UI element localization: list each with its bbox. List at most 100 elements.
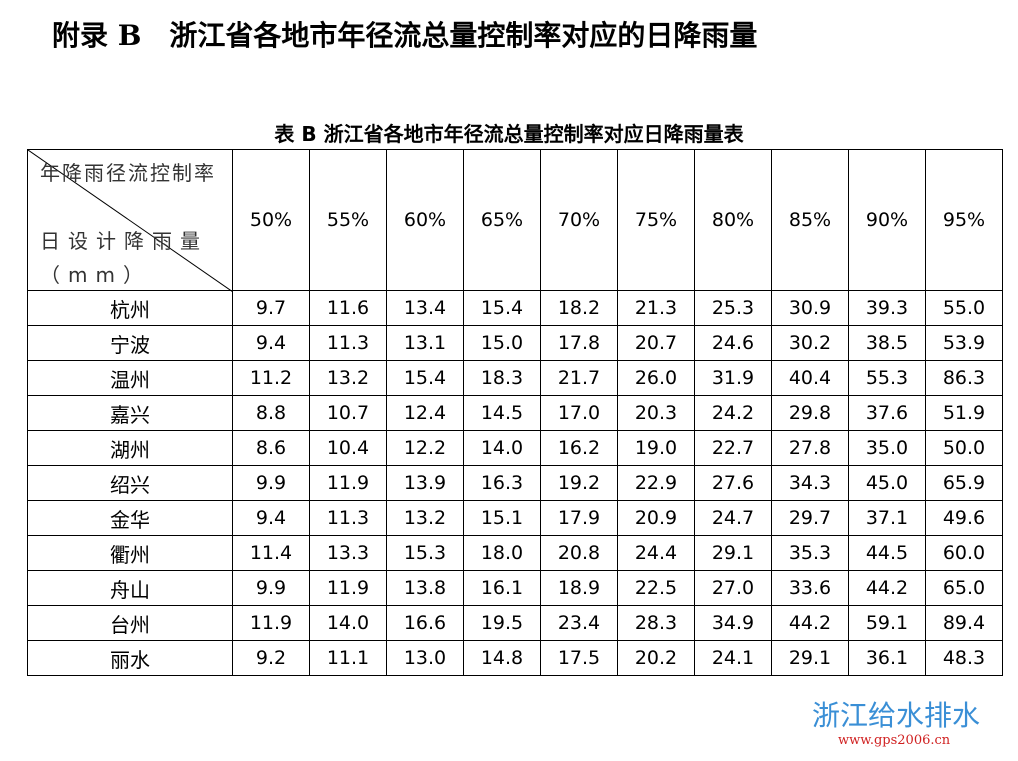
value-cell: 31.9 xyxy=(694,360,772,396)
value-cell: 24.1 xyxy=(694,640,772,676)
value-cell: 49.6 xyxy=(925,500,1003,536)
value-cell: 89.4 xyxy=(925,605,1003,641)
value-cell: 11.3 xyxy=(309,325,387,361)
value-cell: 39.3 xyxy=(848,290,926,326)
value-cell: 10.7 xyxy=(309,395,387,431)
value-cell: 16.6 xyxy=(386,605,464,641)
value-cell: 10.4 xyxy=(309,430,387,466)
table-row: 丽水 9.2 11.1 13.0 14.8 17.5 20.2 24.1 29.1 36.1 48.… xyxy=(27,640,1003,676)
diagonal xyxy=(28,150,233,292)
value-cell: 30.9 xyxy=(771,290,849,326)
value-cell: 12.2 xyxy=(386,430,464,466)
value-cell: 9.9 xyxy=(232,570,310,606)
value-cell: 14.0 xyxy=(463,430,541,466)
table-row: 宁波 9.4 11.3 13.1 15.0 17.8 20.7 24.6 30.2 38.5 53.… xyxy=(27,325,1003,361)
value-cell: 30.2 xyxy=(771,325,849,361)
table-row: 杭州 9.7 11.6 13.4 15.4 18.2 21.3 25.3 30.9 39.3 55.… xyxy=(27,290,1003,326)
page-title: 附录 B 浙江省各地市年径流总量控制率对应的日降雨量 xyxy=(52,19,758,52)
corner-cell: 年降雨径流控制率 日设计降雨量（mm） xyxy=(27,149,233,292)
value-cell: 50.0 xyxy=(925,430,1003,466)
value-cell: 20.2 xyxy=(617,640,695,676)
value-cell: 26.0 xyxy=(617,360,695,396)
value-cell: 27.6 xyxy=(694,465,772,501)
city-cell: 衢州 xyxy=(27,535,233,571)
value-cell: 13.0 xyxy=(386,640,464,676)
city-cell: 宁波 xyxy=(27,325,233,361)
city-cell: 台州 xyxy=(27,605,233,641)
value-cell: 24.4 xyxy=(617,535,695,571)
value-cell: 11.4 xyxy=(232,535,310,571)
value-cell: 13.8 xyxy=(386,570,464,606)
city-cell: 金华 xyxy=(27,500,233,536)
column-header: 85% xyxy=(771,149,849,291)
value-cell: 51.9 xyxy=(925,395,1003,431)
watermark-name: 浙江给水排水 xyxy=(812,699,981,732)
value-cell: 60.0 xyxy=(925,535,1003,571)
city-cell: 杭州 xyxy=(27,290,233,326)
value-cell: 21.3 xyxy=(617,290,695,326)
value-cell: 11.6 xyxy=(309,290,387,326)
value-cell: 65.9 xyxy=(925,465,1003,501)
value-cell: 44.5 xyxy=(848,535,926,571)
value-cell: 13.1 xyxy=(386,325,464,361)
value-cell: 17.5 xyxy=(540,640,618,676)
value-cell: 15.0 xyxy=(463,325,541,361)
table-row: 舟山 9.9 11.9 13.8 16.1 18.9 22.5 27.0 33.6 44.2 65.… xyxy=(27,570,1003,606)
value-cell: 9.7 xyxy=(232,290,310,326)
value-cell: 15.4 xyxy=(463,290,541,326)
value-cell: 29.8 xyxy=(771,395,849,431)
value-cell: 13.3 xyxy=(309,535,387,571)
value-cell: 34.3 xyxy=(771,465,849,501)
city-cell: 嘉兴 xyxy=(27,395,233,431)
value-cell: 86.3 xyxy=(925,360,1003,396)
header-row: 年降雨径流控制率 日设计降雨量（mm） 50% 55% 60% 65% 70% 75% 80… xyxy=(27,149,1003,292)
value-cell: 65.0 xyxy=(925,570,1003,606)
value-cell: 11.9 xyxy=(309,570,387,606)
value-cell: 22.5 xyxy=(617,570,695,606)
value-cell: 59.1 xyxy=(848,605,926,641)
value-cell: 23.4 xyxy=(540,605,618,641)
city-cell: 湖州 xyxy=(27,430,233,466)
value-cell: 8.6 xyxy=(232,430,310,466)
table-row: 绍兴 9.9 11.9 13.9 16.3 19.2 22.9 27.6 34.3 45.0 65.… xyxy=(27,465,1003,501)
value-cell: 13.9 xyxy=(386,465,464,501)
column-header: 50% xyxy=(232,149,310,291)
value-cell: 33.6 xyxy=(771,570,849,606)
value-cell: 24.7 xyxy=(694,500,772,536)
value-cell: 18.9 xyxy=(540,570,618,606)
value-cell: 18.2 xyxy=(540,290,618,326)
value-cell: 27.0 xyxy=(694,570,772,606)
value-cell: 19.0 xyxy=(617,430,695,466)
table-row: 温州 11.2 13.2 15.4 18.3 21.7 26.0 31.9 40.4 55.3 86… xyxy=(27,360,1003,396)
value-cell: 13.2 xyxy=(309,360,387,396)
value-cell: 38.5 xyxy=(848,325,926,361)
value-cell: 29.1 xyxy=(771,640,849,676)
value-cell: 40.4 xyxy=(771,360,849,396)
value-cell: 48.3 xyxy=(925,640,1003,676)
column-header: 55% xyxy=(309,149,387,291)
value-cell: 20.3 xyxy=(617,395,695,431)
column-header: 75% xyxy=(617,149,695,291)
value-cell: 11.3 xyxy=(309,500,387,536)
value-cell: 11.1 xyxy=(309,640,387,676)
column-header: 95% xyxy=(925,149,1003,291)
column-header: 80% xyxy=(694,149,772,291)
value-cell: 9.4 xyxy=(232,325,310,361)
value-cell: 55.3 xyxy=(848,360,926,396)
city-cell: 丽水 xyxy=(27,640,233,676)
value-cell: 16.2 xyxy=(540,430,618,466)
value-cell: 53.9 xyxy=(925,325,1003,361)
rainfall-table: 年降雨径流控制率 日设计降雨量（mm） 50% 55% 60% 65% 70% 75% 80… xyxy=(27,149,1003,676)
value-cell: 44.2 xyxy=(771,605,849,641)
watermark-url: www.gps2006.cn xyxy=(838,733,951,748)
value-cell: 8.8 xyxy=(232,395,310,431)
value-cell: 9.9 xyxy=(232,465,310,501)
value-cell: 35.3 xyxy=(771,535,849,571)
column-header: 65% xyxy=(463,149,541,291)
value-cell: 17.9 xyxy=(540,500,618,536)
value-cell: 20.7 xyxy=(617,325,695,361)
value-cell: 13.4 xyxy=(386,290,464,326)
value-cell: 16.3 xyxy=(463,465,541,501)
value-cell: 29.7 xyxy=(771,500,849,536)
